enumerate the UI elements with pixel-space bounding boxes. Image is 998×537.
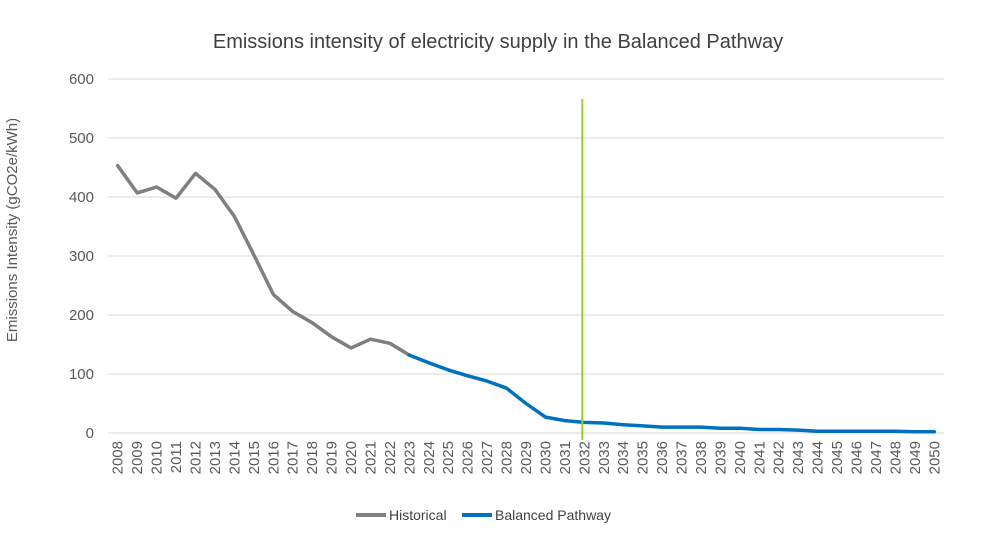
x-tick-label-2027: 2027 (479, 441, 496, 474)
grid-lines (108, 78, 944, 434)
y-tick-labels: 0 100 200 300 400 500 600 (69, 71, 94, 442)
x-tick-label-2045: 2045 (829, 441, 846, 474)
series-line-historical (115, 163, 412, 357)
y-tick-label-100: 100 (69, 366, 94, 383)
x-tick-label-2030: 2030 (537, 441, 554, 474)
x-tick-label-2018: 2018 (304, 441, 321, 474)
chart-title: Emissions intensity of electricity suppl… (213, 31, 783, 53)
x-tick-label-2047: 2047 (868, 441, 885, 474)
x-tick-label-2017: 2017 (285, 441, 302, 474)
x-tick-label-2036: 2036 (654, 441, 671, 474)
x-tick-label-2034: 2034 (615, 441, 632, 474)
x-tick-label-2038: 2038 (693, 441, 710, 474)
x-tick-label-2042: 2042 (771, 441, 788, 474)
x-tick-label-2033: 2033 (596, 441, 613, 474)
x-tick-label-2013: 2013 (207, 441, 224, 474)
y-tick-label-0: 0 (86, 425, 94, 442)
x-tick-label-2035: 2035 (635, 441, 652, 474)
x-tick-label-2026: 2026 (460, 441, 477, 474)
x-tick-label-2021: 2021 (362, 441, 379, 474)
x-tick-label-2023: 2023 (401, 441, 418, 474)
x-tick-label-2010: 2010 (149, 441, 166, 474)
series-lines (115, 163, 937, 434)
x-tick-label-2012: 2012 (187, 441, 204, 474)
x-tick-label-2039: 2039 (712, 441, 729, 474)
x-tick-label-2050: 2050 (926, 441, 943, 474)
x-tick-label-2016: 2016 (265, 441, 282, 474)
y-tick-label-200: 200 (69, 307, 94, 324)
x-tick-label-2048: 2048 (887, 441, 904, 474)
x-tick-label-2025: 2025 (440, 441, 457, 474)
x-tick-label-2009: 2009 (129, 441, 146, 474)
x-tick-label-2029: 2029 (518, 441, 535, 474)
legend: Historical Balanced Pathway (356, 507, 611, 523)
x-tick-label-2019: 2019 (324, 441, 341, 474)
x-tick-label-2031: 2031 (557, 441, 574, 474)
x-tick-label-2040: 2040 (732, 441, 749, 474)
x-tick-label-2044: 2044 (810, 441, 827, 474)
x-tick-label-2049: 2049 (907, 441, 924, 474)
y-tick-label-400: 400 (69, 189, 94, 206)
y-axis-label: Emissions Intensity (gCO2e/kWh) (4, 118, 21, 342)
legend-balanced-pathway-label: Balanced Pathway (495, 507, 611, 523)
x-tick-label-2028: 2028 (499, 441, 516, 474)
x-tick-labels: 2008 2009 2010 2011 2012 2013 2014 2015 2016 2017… (110, 441, 944, 474)
y-tick-label-500: 500 (69, 130, 94, 147)
x-tick-label-2015: 2015 (246, 441, 263, 474)
x-tick-label-2046: 2046 (849, 441, 866, 474)
x-tick-label-2032: 2032 (576, 441, 593, 474)
x-tick-label-2022: 2022 (382, 441, 399, 474)
x-tick-label-2014: 2014 (226, 441, 243, 474)
x-tick-label-2043: 2043 (790, 441, 807, 474)
x-tick-label-2008: 2008 (110, 441, 127, 474)
x-tick-label-2020: 2020 (343, 441, 360, 474)
x-tick-label-2041: 2041 (751, 441, 768, 474)
y-tick-label-600: 600 (69, 71, 94, 88)
x-tick-label-2037: 2037 (674, 441, 691, 474)
x-tick-label-2024: 2024 (421, 441, 438, 474)
x-tick-label-2011: 2011 (168, 441, 185, 473)
series-line-balanced-pathway (407, 353, 937, 434)
y-tick-label-300: 300 (69, 248, 94, 265)
legend-historical-label: Historical (389, 507, 447, 523)
